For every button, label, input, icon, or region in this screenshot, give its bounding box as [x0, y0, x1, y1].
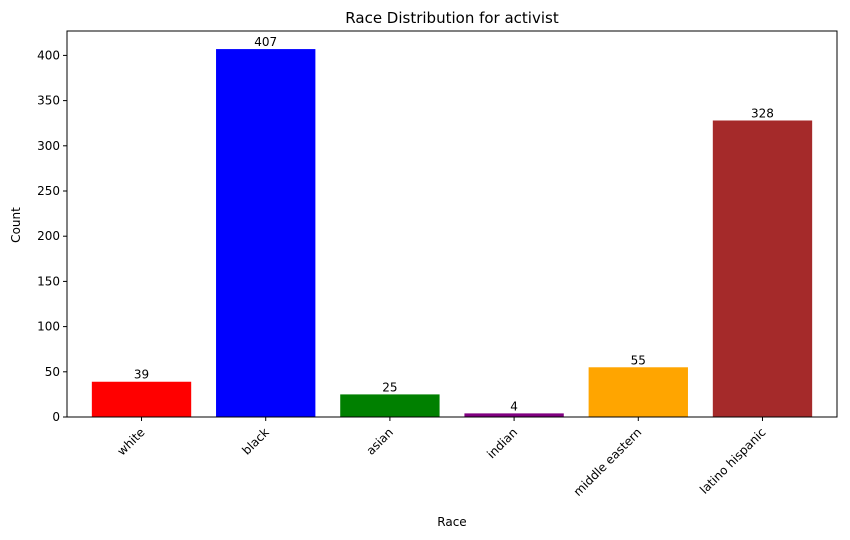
- y-axis: 0 50 100 150 200 250 300 350 400: [37, 48, 67, 424]
- x-tick-label: latino hispanic: [697, 425, 769, 497]
- y-tick-label: 250: [37, 184, 60, 198]
- y-tick-label: 100: [37, 320, 60, 334]
- x-tick-label: middle eastern: [571, 425, 645, 499]
- y-tick-label: 350: [37, 94, 60, 108]
- y-tick-label: 200: [37, 229, 60, 243]
- data-label: 25: [382, 380, 397, 394]
- bar-black: [216, 49, 316, 418]
- bars-group: [91, 49, 813, 418]
- chart-title: Race Distribution for activist: [345, 9, 559, 27]
- x-tick-label: indian: [484, 425, 520, 461]
- bar-middle-eastern: [588, 367, 688, 417]
- data-label: 4: [510, 399, 518, 413]
- bar-white: [91, 381, 192, 417]
- data-labels-group: 39 407 25 4 55 328: [134, 35, 774, 413]
- data-label: 407: [254, 35, 277, 49]
- bar-latino-hispanic: [712, 120, 813, 418]
- x-tick-label: white: [115, 425, 148, 458]
- data-label: 328: [751, 106, 774, 120]
- plot-frame: [66, 30, 838, 418]
- y-tick-label: 400: [37, 48, 60, 62]
- y-tick-label: 150: [37, 274, 60, 288]
- y-tick-label: 50: [45, 365, 60, 379]
- x-axis: white black asian indian middle eastern latin…: [115, 417, 769, 499]
- x-tick-label: black: [239, 425, 271, 457]
- data-label: 55: [631, 353, 646, 367]
- bar-indian: [464, 413, 564, 417]
- y-tick-label: 0: [52, 410, 60, 424]
- y-tick-label: 300: [37, 139, 60, 153]
- x-axis-label: Race: [437, 515, 466, 529]
- data-label: 39: [134, 368, 149, 382]
- y-axis-label: Count: [9, 207, 23, 243]
- x-tick-label: asian: [364, 425, 396, 457]
- bar-asian: [340, 394, 440, 417]
